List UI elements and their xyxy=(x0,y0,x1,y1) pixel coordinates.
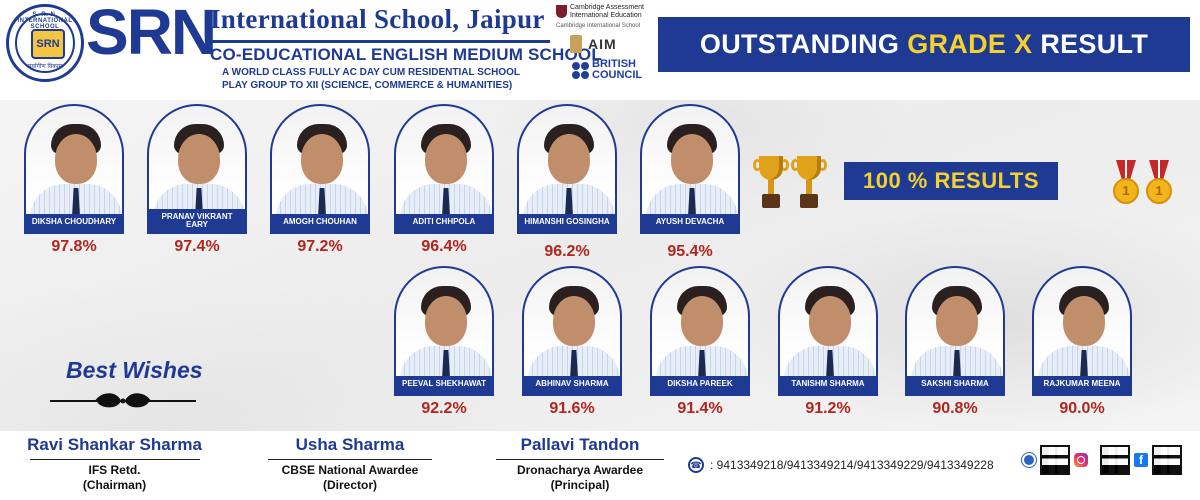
qr-code-icon xyxy=(1040,445,1070,475)
footer: Ravi Shankar Sharma IFS Retd. (Chairman)… xyxy=(0,431,1200,500)
british-council-dots-icon xyxy=(572,61,589,79)
flourish-divider-icon xyxy=(50,393,196,408)
globe-icon[interactable] xyxy=(1022,453,1036,467)
person-title: IFS Retd. xyxy=(88,463,141,477)
person-name: Ravi Shankar Sharma xyxy=(27,435,202,454)
name-underline xyxy=(29,459,200,460)
contact-phones: ☎ : 9413349218/9413349214/9413349229/941… xyxy=(688,457,994,473)
banner-text-pre: OUTSTANDING xyxy=(699,29,900,59)
srn-wordmark: SRN xyxy=(86,0,217,68)
british-council-line-2: COUNCIL xyxy=(592,69,643,81)
chairman-block: Ravi Shankar Sharma IFS Retd. (Chairman) xyxy=(12,435,217,493)
logo-ring xyxy=(15,13,75,73)
person-title: CBSE National Awardee xyxy=(281,463,419,477)
best-wishes-text: Best Wishes xyxy=(66,357,203,383)
school-subtitle: CO-EDUCATIONAL ENGLISH MEDIUM SCHOOL xyxy=(210,45,602,64)
school-name: International School, Jaipur xyxy=(210,4,545,34)
social-links: f xyxy=(1022,445,1182,475)
principal-block: Pallavi Tandon Dronacharya Awardee (Prin… xyxy=(494,435,666,493)
qr-code-icon xyxy=(1100,445,1130,475)
cambridge-line-2: International Education xyxy=(570,12,642,19)
name-underline xyxy=(268,459,432,460)
aim-logo-group: AIM xyxy=(556,35,658,53)
person-name: Pallavi Tandon xyxy=(520,435,640,454)
banner-highlight: GRADE X xyxy=(907,29,1033,59)
result-banner: OUTSTANDING GRADE X RESULT xyxy=(658,17,1190,72)
banner-text-post: RESULT xyxy=(1040,29,1149,59)
person-role: (Director) xyxy=(322,478,377,492)
tagline-line-1: A WORLD CLASS FULLY AC DAY CUM RESIDENTI… xyxy=(222,67,520,78)
qr-code-icon xyxy=(1152,445,1182,475)
director-block: Usha Sharma CBSE National Awardee (Direc… xyxy=(262,435,438,493)
cambridge-logo: Cambridge Assessment International Educa… xyxy=(556,4,658,20)
cambridge-shield-icon xyxy=(556,5,567,18)
affiliation-logos: Cambridge Assessment International Educa… xyxy=(556,4,658,81)
person-title: Dronacharya Awardee xyxy=(516,463,644,477)
british-council-logo: BRITISH COUNCIL xyxy=(556,59,658,81)
logo-emblem: SRN xyxy=(31,29,65,59)
school-logo: S. R. N. INTERNATIONAL SCHOOL SRN सर्वाग… xyxy=(6,4,84,82)
tagline-line-2: PLAY GROUP TO XII (SCIENCE, COMMERCE & H… xyxy=(222,80,513,91)
facebook-icon[interactable]: f xyxy=(1134,453,1148,467)
header: S. R. N. INTERNATIONAL SCHOOL SRN सर्वाग… xyxy=(0,0,1200,100)
header-rule xyxy=(210,40,550,43)
cambridge-line-1: Cambridge Assessment xyxy=(570,4,644,11)
school-tagline: A WORLD CLASS FULLY AC DAY CUM RESIDENTI… xyxy=(222,66,520,92)
cambridge-school-label: Cambridge International School xyxy=(556,23,641,29)
logo-motto: सर्वागीण विकास xyxy=(27,64,63,70)
aim-logo: AIM xyxy=(588,36,617,52)
logo-seal-text: S. R. N. INTERNATIONAL SCHOOL xyxy=(17,12,73,30)
person-role: (Chairman) xyxy=(82,478,147,492)
phone-icon: ☎ xyxy=(688,457,704,473)
person-role: (Principal) xyxy=(550,478,610,492)
person-name: Usha Sharma xyxy=(295,435,405,454)
british-council-line-1: BRITISH xyxy=(592,58,636,70)
phone-numbers: : 9413349218/9413349214/9413349229/94133… xyxy=(710,458,994,472)
name-underline xyxy=(496,459,664,460)
national-emblem-icon xyxy=(570,35,582,53)
instagram-icon[interactable] xyxy=(1074,453,1088,467)
